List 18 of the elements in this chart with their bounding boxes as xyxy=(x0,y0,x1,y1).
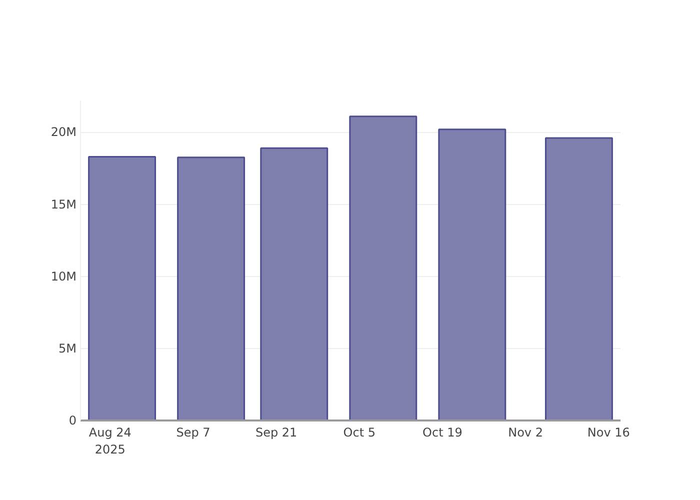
x-tick-label: Oct 5 xyxy=(343,426,376,440)
x-tick-label: Nov 16 xyxy=(587,426,630,440)
y-tick-label: 0 xyxy=(68,414,77,428)
y-tick-label: 10M xyxy=(50,269,76,284)
x-tick-label: Aug 24 2025 xyxy=(88,426,132,456)
x-tick-label: Oct 19 xyxy=(422,426,462,440)
x-tick-label: Sep 7 xyxy=(176,426,210,440)
x-tick-label: Sep 21 xyxy=(255,426,298,440)
bar xyxy=(260,147,328,420)
bar xyxy=(438,128,506,420)
y-tick-label: 15M xyxy=(50,197,76,212)
y-tick-label: 20M xyxy=(50,125,76,140)
y-tick-label: 5M xyxy=(58,341,77,356)
bar xyxy=(544,137,613,420)
bar xyxy=(88,156,156,420)
bar xyxy=(349,116,418,420)
x-tick-label: Nov 2 xyxy=(508,426,543,440)
bar xyxy=(177,156,246,420)
